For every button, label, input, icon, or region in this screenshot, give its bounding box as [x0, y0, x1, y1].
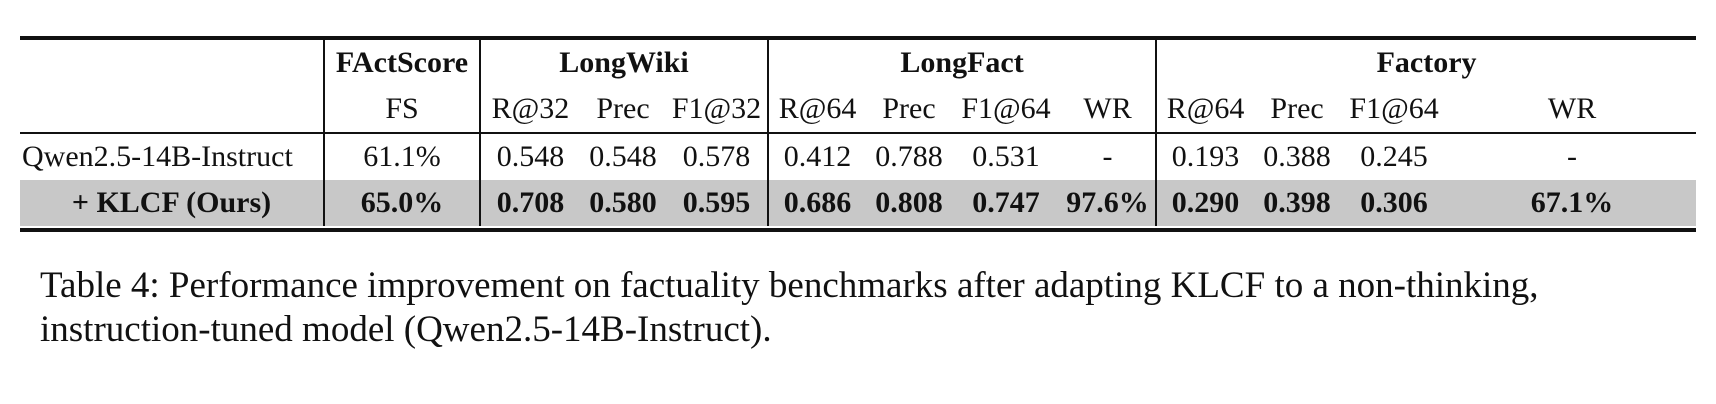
table-cell: 0.548 — [496, 140, 565, 173]
header-empty-cell — [20, 40, 325, 86]
table-cell: 0.388 — [1263, 140, 1331, 173]
results-table-container: FActScore LongWiki LongFact Factory FS R… — [20, 36, 1697, 232]
header-metric: F1@64 — [961, 92, 1051, 125]
table-cell: 0.548 — [589, 140, 657, 173]
table-cell: 0.708 — [480, 180, 580, 226]
header-metric: R@64 — [778, 92, 857, 125]
table-cell: 0.412 — [783, 140, 852, 173]
table-cell: 0.245 — [1360, 140, 1428, 173]
header-longfact: LongFact — [768, 40, 1158, 86]
header-metric: Prec — [596, 92, 650, 125]
table-cell: 0.686 — [768, 180, 867, 226]
table-cell: - — [1060, 133, 1158, 180]
table-cell: 0.398 — [1254, 180, 1341, 226]
table-cell: 67.1% — [1448, 180, 1697, 226]
row-model-name: Qwen2.5-14B-Instruct — [20, 133, 325, 180]
header-group-row: FActScore LongWiki LongFact Factory — [20, 40, 1696, 86]
table-cell: 97.6% — [1060, 180, 1158, 226]
header-metric: Prec — [1270, 92, 1324, 125]
header-metric: R@64 — [1166, 92, 1245, 125]
table-caption: Table 4: Performance improvement on fact… — [40, 265, 1539, 350]
header-metric: F1@32 — [666, 86, 770, 133]
table-cell: 0.531 — [972, 140, 1040, 173]
table-cell: 0.808 — [866, 180, 953, 226]
table-cell: 0.595 — [666, 180, 770, 226]
table-cell: 61.1% — [324, 133, 481, 180]
table-cell: 0.306 — [1340, 180, 1449, 226]
table-row-klcf: + KLCF (Ours) 65.0% 0.708 0.580 0.595 0.… — [20, 180, 1697, 226]
header-metric: FS — [324, 86, 481, 133]
table-cell: 0.747 — [952, 180, 1061, 226]
table-cell: - — [1567, 140, 1578, 173]
header-metric: WR — [1060, 86, 1158, 133]
header-factory: Factory — [1376, 46, 1477, 79]
table-row-baseline: Qwen2.5-14B-Instruct 61.1% 0.548 0.548 0… — [20, 133, 1696, 180]
table-cell: 0.580 — [580, 180, 666, 226]
header-longwiki: LongWiki — [480, 40, 770, 86]
results-table: FActScore LongWiki LongFact Factory FS R… — [20, 40, 1697, 226]
table-top-rule — [20, 36, 1696, 40]
header-empty-cell — [20, 86, 325, 133]
header-metric: WR — [1547, 92, 1597, 125]
header-metric: F1@64 — [1349, 92, 1439, 125]
table-bottom-rule — [20, 228, 1696, 232]
header-factscore: FActScore — [324, 40, 481, 86]
table-cell: 0.290 — [1156, 180, 1255, 226]
table-cell: 0.788 — [875, 140, 943, 173]
table-cell: 0.578 — [666, 133, 770, 180]
table-cell: 65.0% — [324, 180, 481, 226]
table-cell: 0.193 — [1171, 140, 1240, 173]
row-model-name: + KLCF (Ours) — [20, 180, 325, 226]
header-metric: R@32 — [491, 92, 570, 125]
header-metric: Prec — [882, 92, 936, 125]
header-metric-row: FS R@32 Prec F1@32 R@64 Prec F1@64 WR R@… — [20, 86, 1697, 133]
